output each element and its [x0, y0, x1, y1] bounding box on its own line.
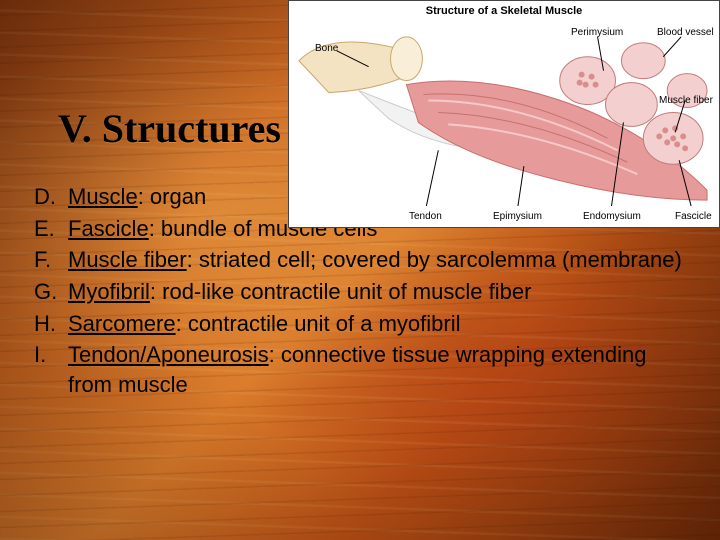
diagram-label-epimysium: Epimysium — [493, 211, 542, 222]
muscle-diagram: Structure of a Skeletal Muscle — [288, 0, 720, 228]
list-item: I. Tendon/Aponeurosis: connective tissue… — [34, 340, 694, 399]
slide-title: V. Structures — [58, 105, 281, 152]
diagram-svg — [289, 1, 719, 228]
list-rest: : organ — [138, 184, 207, 209]
diagram-label-blood-vessel: Blood vessel — [657, 27, 714, 38]
list-marker: I. — [34, 340, 68, 370]
list-item: G. Myofibril: rod-like contractile unit … — [34, 277, 694, 307]
list-term: Myofibril — [68, 279, 150, 304]
list-item: H. Sarcomere: contractile unit of a myof… — [34, 309, 694, 339]
list-rest: : contractile unit of a myofibril — [176, 311, 461, 336]
diagram-label-perimysium: Perimysium — [571, 27, 623, 38]
list-term: Muscle fiber — [68, 247, 187, 272]
list-text: Tendon/Aponeurosis: connective tissue wr… — [68, 340, 694, 399]
list-marker: G. — [34, 277, 68, 307]
list-marker: H. — [34, 309, 68, 339]
list-rest: : striated cell; covered by sarcolemma (… — [187, 247, 682, 272]
list-term: Tendon/Aponeurosis — [68, 342, 269, 367]
list-term: Sarcomere — [68, 311, 176, 336]
list-text: Muscle fiber: striated cell; covered by … — [68, 245, 694, 275]
list-marker: F. — [34, 245, 68, 275]
list-marker: E. — [34, 214, 68, 244]
list-term: Fascicle — [68, 216, 149, 241]
list-item: F. Muscle fiber: striated cell; covered … — [34, 245, 694, 275]
diagram-label-muscle-fiber: Muscle fiber — [659, 95, 713, 106]
diagram-label-tendon: Tendon — [409, 211, 442, 222]
list-text: Sarcomere: contractile unit of a myofibr… — [68, 309, 694, 339]
diagram-label-fascicle: Fascicle — [675, 211, 712, 222]
diagram-label-bone: Bone — [315, 43, 338, 54]
list-rest: : rod-like contractile unit of muscle fi… — [150, 279, 532, 304]
list-marker: D. — [34, 182, 68, 212]
list-text: Myofibril: rod-like contractile unit of … — [68, 277, 694, 307]
list-term: Muscle — [68, 184, 138, 209]
diagram-label-endomysium: Endomysium — [583, 211, 641, 222]
